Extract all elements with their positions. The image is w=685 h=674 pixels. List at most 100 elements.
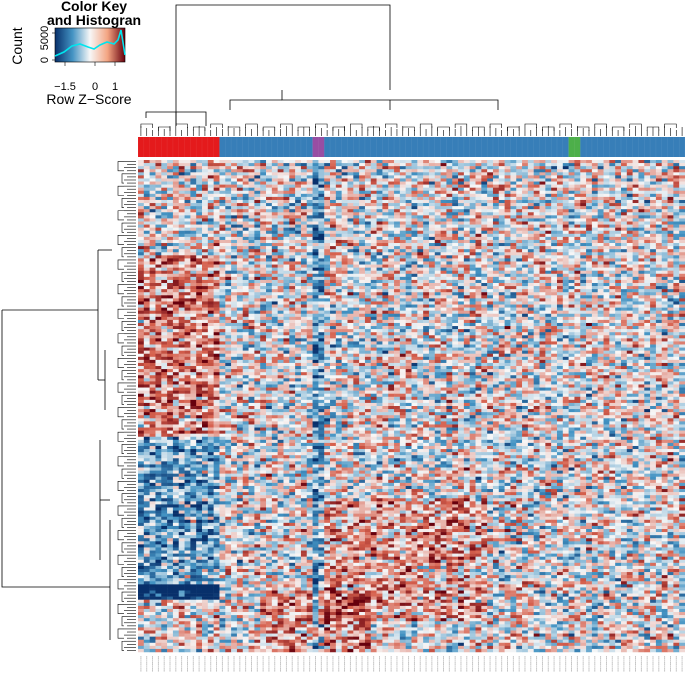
heatmap-cell [196, 273, 203, 278]
heatmap-cell [138, 206, 145, 210]
heatmap-cell [434, 276, 441, 281]
heatmap-cell [574, 295, 581, 299]
heatmap-cell [242, 239, 249, 244]
heatmap-cell [556, 199, 564, 204]
heatmap-cell [277, 264, 284, 268]
heatmap-cell [551, 283, 558, 287]
heatmap-cell [236, 264, 243, 268]
heatmap-cell [626, 218, 633, 222]
heatmap-cell [335, 255, 342, 259]
heatmap-cell [143, 270, 150, 275]
heatmap-cell [202, 169, 209, 173]
heatmap-cell [644, 190, 651, 195]
heatmap-cell [522, 246, 529, 250]
heatmap-cell [202, 255, 209, 259]
heatmap-cell [481, 209, 488, 213]
heatmap-cell [446, 255, 453, 259]
heatmap-cell [417, 261, 424, 265]
heatmap-cell [405, 246, 412, 250]
heatmap-cell [620, 243, 628, 247]
heatmap-cell [225, 218, 232, 222]
heatmap-cell [382, 163, 389, 167]
heatmap-cell [306, 178, 313, 182]
heatmap-cell [498, 221, 505, 225]
heatmap-cell [417, 301, 424, 305]
heatmap-cell [655, 206, 662, 210]
heatmap-cell [172, 307, 179, 311]
heatmap-cell [620, 246, 628, 250]
heatmap-cell [556, 209, 564, 213]
heatmap-cell [277, 230, 284, 235]
heatmap-cell [492, 206, 500, 210]
heatmap-cell [260, 273, 267, 278]
heatmap-cell [260, 301, 267, 305]
heatmap-cell [242, 166, 249, 170]
heatmap-cell [481, 215, 488, 219]
heatmap-cell [306, 246, 313, 250]
heatmap-cell [510, 196, 517, 201]
heatmap-cell [330, 193, 337, 198]
heatmap-cell [231, 270, 238, 275]
heatmap-cell [452, 175, 459, 179]
heatmap-cell [580, 289, 587, 293]
heatmap-cell [207, 166, 214, 170]
heatmap-cell [161, 267, 168, 271]
heatmap-cell [562, 273, 569, 278]
heatmap-cell [650, 169, 657, 173]
heatmap-cell [207, 206, 214, 210]
heatmap-cell [190, 243, 197, 247]
heatmap-cell [138, 230, 145, 235]
heatmap-cell [353, 255, 360, 259]
heatmap-cell [574, 172, 581, 176]
heatmap-cell [481, 175, 488, 179]
heatmap-cell [335, 193, 342, 198]
heatmap-cell [423, 160, 430, 164]
heatmap-cell [510, 249, 517, 253]
heatmap-cell [236, 276, 243, 281]
heatmap-cell [458, 289, 465, 293]
heatmap-cell [603, 289, 610, 293]
heatmap-cell [382, 261, 389, 265]
heatmap-cell [138, 267, 145, 271]
heatmap-cell [143, 261, 150, 265]
heatmap-cell [359, 224, 366, 228]
heatmap-cell [388, 203, 395, 207]
heatmap-cell [632, 249, 639, 253]
heatmap-cell [504, 264, 511, 268]
heatmap-cell [213, 307, 220, 311]
heatmap-cell [388, 261, 395, 265]
heatmap-cell [138, 239, 145, 244]
heatmap-cell [359, 279, 366, 284]
heatmap-cell [405, 199, 412, 204]
heatmap-cell [364, 261, 372, 265]
heatmap-cell [615, 181, 622, 185]
heatmap-cell [452, 267, 459, 271]
heatmap-cell [481, 264, 488, 268]
heatmap-cell [318, 239, 325, 244]
heatmap-cell [248, 230, 255, 235]
heatmap-cell [650, 163, 657, 167]
heatmap-cell [527, 181, 534, 185]
heatmap-cell [609, 209, 616, 213]
heatmap-cell [213, 301, 220, 305]
heatmap-cell [522, 178, 529, 182]
heatmap-cell [138, 221, 145, 225]
heatmap-cell [376, 258, 383, 262]
heatmap-cell [568, 255, 575, 259]
heatmap-cell [638, 221, 645, 225]
heatmap-cell [283, 184, 290, 188]
heatmap-cell [498, 224, 505, 228]
heatmap-cell [551, 292, 558, 296]
heatmap-cell [620, 292, 628, 296]
heatmap-cell [615, 203, 622, 207]
heatmap-cell [556, 218, 564, 222]
heatmap-cell [289, 215, 296, 219]
heatmap-cell [568, 270, 575, 275]
heatmap-cell [277, 261, 284, 265]
heatmap-cell [405, 261, 412, 265]
heatmap-cell [341, 175, 348, 179]
heatmap-cell [632, 279, 639, 284]
heatmap-cell [271, 212, 278, 216]
heatmap-cell [359, 184, 366, 188]
heatmap-cell [446, 289, 453, 293]
